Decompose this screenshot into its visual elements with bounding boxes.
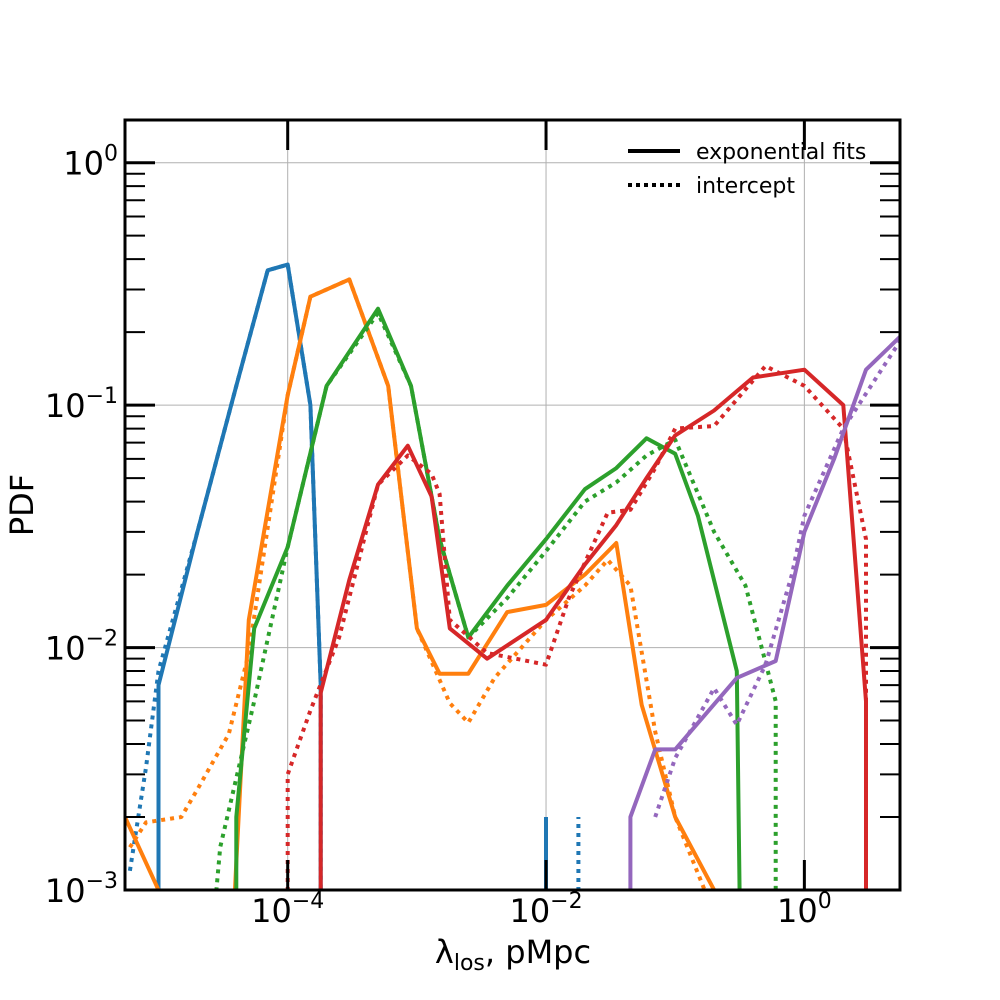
y-axis-label: PDF (3, 474, 41, 536)
plot-background (125, 120, 900, 890)
x-axis-label: λlos, pMpc (435, 933, 591, 976)
x-tick-label: 100 (777, 889, 832, 930)
x-tick-label: 10−4 (251, 889, 324, 930)
series-layer (125, 262, 900, 890)
y-tick-label: 100 (63, 142, 118, 183)
series-line-orange-dotted (128, 277, 707, 890)
series-line-purple-dotted (653, 338, 900, 818)
series-line-blue-dotted (127, 262, 323, 890)
series-line-blue-solid (156, 262, 323, 890)
x-tick-labels: 10−4 10−2 100 (251, 889, 832, 930)
series-line-green-dotted (214, 311, 778, 890)
legend-label-exponential-fits: exponential fits (696, 140, 866, 165)
plot-frame (123, 118, 902, 892)
series-line-green-solid (234, 306, 742, 890)
series-line-purple-solid (628, 334, 900, 890)
y-tick-label: 10−3 (45, 869, 118, 910)
legend: exponential fits intercept (628, 140, 866, 199)
series-line-red-dotted (285, 364, 868, 890)
y-tick-label: 10−1 (45, 384, 118, 425)
y-tick-label: 10−2 (45, 627, 118, 668)
series-line-orange-solid (125, 277, 717, 890)
x-tick-label: 10−2 (509, 889, 582, 930)
y-tick-labels: 100 10−1 10−2 10−3 (45, 142, 118, 910)
legend-label-intercept: intercept (696, 174, 795, 199)
